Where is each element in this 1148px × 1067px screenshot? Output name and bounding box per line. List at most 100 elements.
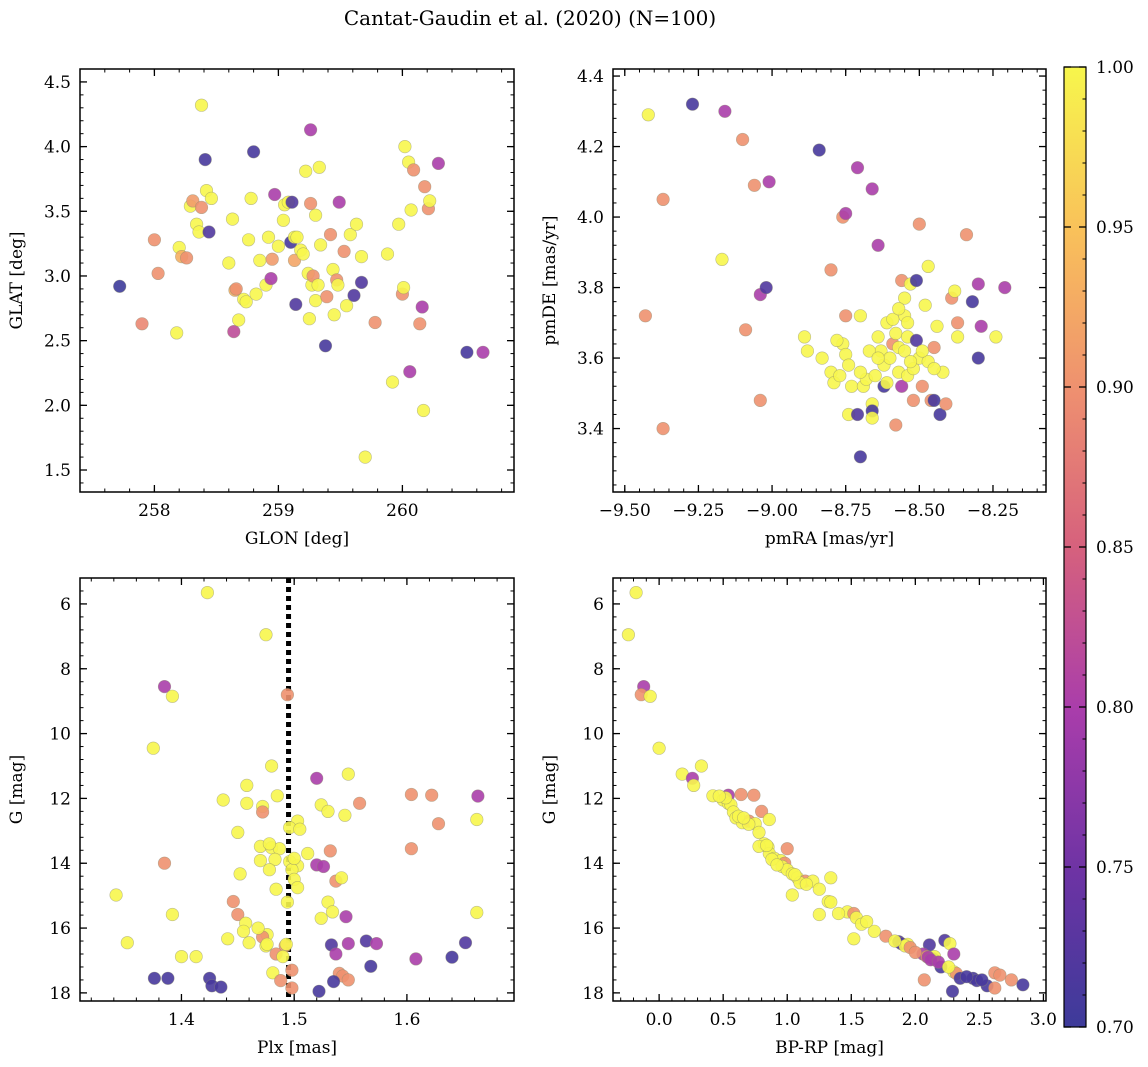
scatter-point xyxy=(621,628,636,642)
scatter-point xyxy=(915,379,929,393)
scatter-point xyxy=(397,281,411,295)
scatter-point xyxy=(799,877,814,891)
y-axis-label: G [mag] xyxy=(7,755,27,824)
scatter-point xyxy=(318,339,333,353)
x-tick-label: −9.50 xyxy=(599,501,651,521)
scatter-point xyxy=(950,330,965,344)
scatter-point xyxy=(425,788,439,802)
scatter-point xyxy=(897,344,912,358)
scatter-point xyxy=(762,812,776,827)
scatter-point xyxy=(629,585,643,600)
scatter-point xyxy=(687,778,701,793)
scatter-point xyxy=(431,817,446,831)
scatter-point xyxy=(332,195,346,209)
scatter-point xyxy=(788,867,802,882)
scatter-point xyxy=(947,947,961,961)
scatter-point xyxy=(314,911,328,925)
scatter-point xyxy=(759,281,773,295)
scatter-point xyxy=(888,934,902,948)
scatter-point xyxy=(458,936,473,950)
scatter-point xyxy=(812,907,826,922)
scatter-point xyxy=(853,365,868,379)
scatter-point xyxy=(975,973,989,987)
scatter-point xyxy=(638,309,653,323)
scatter-point xyxy=(886,312,900,326)
colorbar-tick-label: 0.90 xyxy=(1096,378,1134,398)
scatter-point xyxy=(200,585,214,600)
y-axis-label: GLAT [deg] xyxy=(7,231,27,329)
scatter-point xyxy=(971,351,985,365)
scatter-point xyxy=(253,253,267,267)
scatter-point xyxy=(304,123,318,137)
y-tick-label: 4.4 xyxy=(577,67,604,87)
scatter-point xyxy=(180,251,194,265)
colorbar-tick-label: 0.95 xyxy=(1096,218,1134,238)
scatter-point xyxy=(225,212,240,226)
scatter-point xyxy=(860,914,874,929)
x-tick-label: 0.0 xyxy=(646,1010,673,1030)
scatter-point xyxy=(945,984,960,998)
scatter-point xyxy=(941,960,956,974)
scatter-point xyxy=(867,924,881,938)
scatter-point xyxy=(276,949,290,964)
y-tick-label: 4.2 xyxy=(577,138,604,158)
scatter-point xyxy=(260,937,274,951)
x-tick-label: 1.6 xyxy=(393,1010,420,1030)
x-tick-label: 1.4 xyxy=(168,1010,195,1030)
scatter-point xyxy=(800,344,815,358)
scatter-point xyxy=(824,895,838,909)
scatter-point xyxy=(423,194,437,208)
scatter-point xyxy=(418,180,432,194)
scatter-series xyxy=(113,98,490,464)
scatter-point xyxy=(227,325,241,339)
scatter-point xyxy=(293,822,307,836)
x-tick-label: 0.5 xyxy=(710,1010,737,1030)
y-tick-label: 4.0 xyxy=(577,208,604,228)
scatter-point xyxy=(988,981,1002,995)
y-tick-label: 3.0 xyxy=(44,267,71,287)
scatter-point xyxy=(643,689,657,703)
scatter-point xyxy=(222,256,236,270)
x-tick-label: 259 xyxy=(262,501,294,521)
scatter-point xyxy=(309,208,323,222)
scatter-point xyxy=(959,970,974,984)
y-tick-label: 8 xyxy=(593,660,604,680)
scatter-point xyxy=(868,369,882,383)
scatter-point xyxy=(760,838,774,853)
scatter-point xyxy=(847,932,861,946)
scatter-point xyxy=(908,945,922,960)
scatter-point xyxy=(309,294,323,308)
scatter-point xyxy=(323,228,338,242)
scatter-point xyxy=(339,910,353,924)
scatter-point xyxy=(998,281,1012,295)
scatter-point xyxy=(715,252,729,266)
scatter-point xyxy=(304,196,318,211)
scatter-point xyxy=(157,856,172,870)
scatter-point xyxy=(415,300,429,314)
scatter-point xyxy=(301,846,315,861)
x-tick-label: 3.0 xyxy=(1030,1010,1057,1030)
scatter-point xyxy=(251,921,265,935)
scatter-point xyxy=(291,880,305,895)
y-tick-label: 1.5 xyxy=(44,461,71,481)
y-tick-label: 3.6 xyxy=(577,349,604,369)
scatter-point xyxy=(204,191,218,205)
scatter-point xyxy=(120,936,134,950)
x-tick-label: 260 xyxy=(386,501,418,521)
scatter-point xyxy=(930,319,944,333)
scatter-point xyxy=(202,225,216,239)
scatter-point xyxy=(470,905,484,920)
scatter-point xyxy=(831,906,846,921)
scatter-point xyxy=(280,895,295,909)
scatter-point xyxy=(146,741,160,755)
x-tick-label: 258 xyxy=(138,501,170,521)
scatter-point xyxy=(862,344,876,358)
scatter-point xyxy=(135,317,149,331)
scatter-point xyxy=(334,871,349,885)
axes-frame xyxy=(612,68,1047,493)
scatter-point xyxy=(1004,973,1019,987)
scatter-point xyxy=(242,233,256,247)
scatter-point xyxy=(812,143,826,157)
x-tick-label: 1.0 xyxy=(774,1010,801,1030)
scatter-point xyxy=(261,230,276,244)
